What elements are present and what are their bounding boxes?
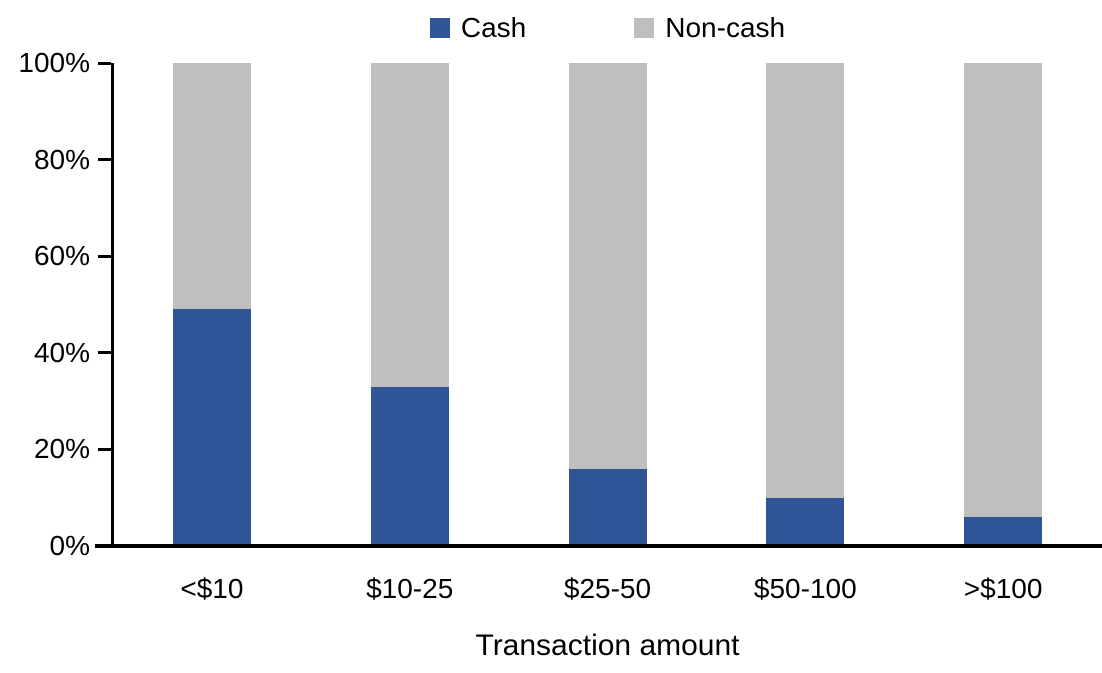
legend-item: Non-cash — [634, 10, 785, 46]
x-category-label: $10-25 — [366, 573, 454, 604]
legend-swatch-icon — [429, 18, 450, 38]
chart-legend: Cash Non-cash — [113, 10, 1102, 46]
bar-segment-cash — [964, 517, 1043, 546]
y-tick-mark — [98, 158, 111, 162]
y-tick-mark — [98, 351, 111, 355]
x-category-label: $25-50 — [563, 573, 652, 604]
legend-label: Cash — [460, 12, 527, 43]
y-tick-label: 80% — [33, 143, 90, 175]
y-tick-label: 0% — [49, 530, 90, 561]
x-category-label: >$100 — [963, 573, 1043, 604]
bar-segment-non-cash — [172, 63, 251, 310]
x-category-label: $50-100 — [753, 573, 857, 604]
bar-segment-cash — [766, 497, 845, 546]
bar-segment-non-cash — [370, 63, 449, 387]
y-tick-label: 100% — [18, 47, 90, 78]
y-axis-line — [111, 63, 114, 548]
x-axis-title: Transaction amount — [475, 629, 740, 662]
legend-swatch-icon — [634, 18, 655, 38]
bar-segment-cash — [172, 309, 251, 546]
y-tick-label: 20% — [33, 433, 90, 465]
y-tick-label: 40% — [33, 336, 90, 368]
y-tick-mark — [98, 61, 111, 65]
x-category-label: <$10 — [180, 573, 244, 604]
bar-segment-non-cash — [964, 63, 1043, 518]
y-tick-label: 60% — [33, 240, 90, 272]
x-axis-line — [95, 544, 1102, 548]
y-tick-mark — [98, 254, 111, 258]
bar-segment-non-cash — [568, 63, 647, 469]
bar-segment-cash — [370, 386, 449, 546]
legend-item: Cash — [429, 10, 527, 46]
y-tick-mark — [98, 447, 111, 451]
bar-segment-cash — [568, 468, 647, 546]
legend-label: Non-cash — [665, 12, 786, 43]
bar-segment-non-cash — [766, 63, 845, 498]
